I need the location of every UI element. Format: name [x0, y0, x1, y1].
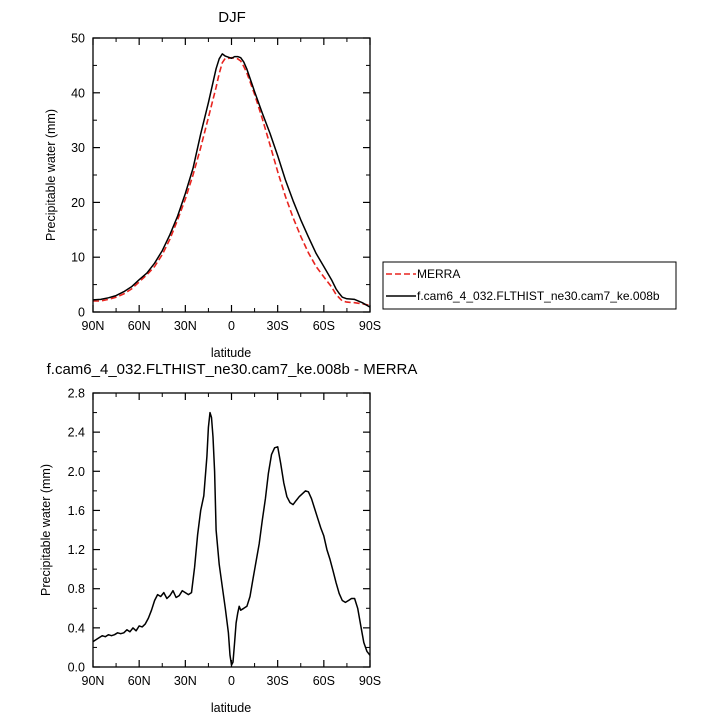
top-panel: DJF 90N 60N 30N 0 30S 60S 90S 0 10 20 30 40 50 latit… [44, 9, 677, 360]
bottom-xtick-label: 60S [313, 674, 335, 688]
bottom-panel-frame [92, 392, 371, 668]
bottom-ytick-label: 0.4 [68, 621, 85, 635]
legend-label-merra: MERRA [417, 267, 460, 281]
top-panel-series [92, 53, 371, 308]
bottom-ytick-label: 2.8 [68, 387, 85, 401]
bottom-series-line-0 [92, 411, 371, 666]
top-xtick-label: 0 [228, 319, 235, 333]
bottom-panel: f.cam6_4_032.FLTHIST_ne30.cam7_ke.008b -… [39, 361, 417, 715]
bottom-xtick-label: 0 [228, 674, 235, 688]
top-ytick-label: 30 [71, 141, 85, 155]
top-xtick-label: 90S [359, 319, 381, 333]
bottom-xtick-label: 90S [359, 674, 381, 688]
bottom-panel-series [92, 411, 371, 666]
bottom-ytick-label: 1.6 [68, 504, 85, 518]
top-panel-ylabel: Precipitable water (mm) [44, 109, 58, 241]
bottom-xtick-label: 90N [82, 674, 105, 688]
top-ytick-label: 40 [71, 86, 85, 100]
top-ytick-label: 10 [71, 251, 85, 265]
bottom-ytick-label: 1.2 [68, 543, 85, 557]
bottom-ytick-label: 0.0 [68, 661, 85, 675]
bottom-ytick-label: 0.8 [68, 582, 85, 596]
bottom-ytick-label: 2.0 [68, 465, 85, 479]
top-series-line-0 [93, 56, 371, 307]
legend: MERRA f.cam6_4_032.FLTHIST_ne30.cam7_ke.… [382, 261, 677, 310]
top-xtick-label: 60N [128, 319, 151, 333]
top-panel-frame [92, 37, 371, 313]
legend-label-model: f.cam6_4_032.FLTHIST_ne30.cam7_ke.008b [417, 289, 660, 303]
bottom-ytick-label: 2.4 [68, 426, 85, 440]
top-ytick-label: 0 [78, 306, 85, 320]
top-panel-xlabel: latitude [211, 346, 251, 360]
bottom-panel-title: f.cam6_4_032.FLTHIST_ne30.cam7_ke.008b -… [47, 361, 418, 378]
bottom-xtick-label: 30S [267, 674, 289, 688]
bottom-panel-xlabel: latitude [211, 701, 251, 715]
top-xtick-label: 90N [82, 319, 105, 333]
top-series-line-1 [92, 53, 371, 308]
top-xtick-label: 30N [174, 319, 197, 333]
top-xtick-label: 60S [313, 319, 335, 333]
top-ytick-label: 20 [71, 196, 85, 210]
bottom-panel-ticks: 90N 60N 30N 0 30S 60S 90S 0.0 0.4 0.8 1.2 1.6 2.0 2.4… [68, 387, 382, 689]
bottom-xtick-label: 60N [128, 674, 151, 688]
top-ytick-label: 50 [71, 32, 85, 46]
legend-box [382, 261, 677, 310]
top-panel-ticks: 90N 60N 30N 0 30S 60S 90S 0 10 20 30 40 50 [71, 32, 381, 334]
bottom-xtick-label: 30N [174, 674, 197, 688]
bottom-panel-ylabel: Precipitable water (mm) [39, 464, 53, 596]
top-panel-title: DJF [218, 9, 246, 26]
top-xtick-label: 30S [267, 319, 289, 333]
